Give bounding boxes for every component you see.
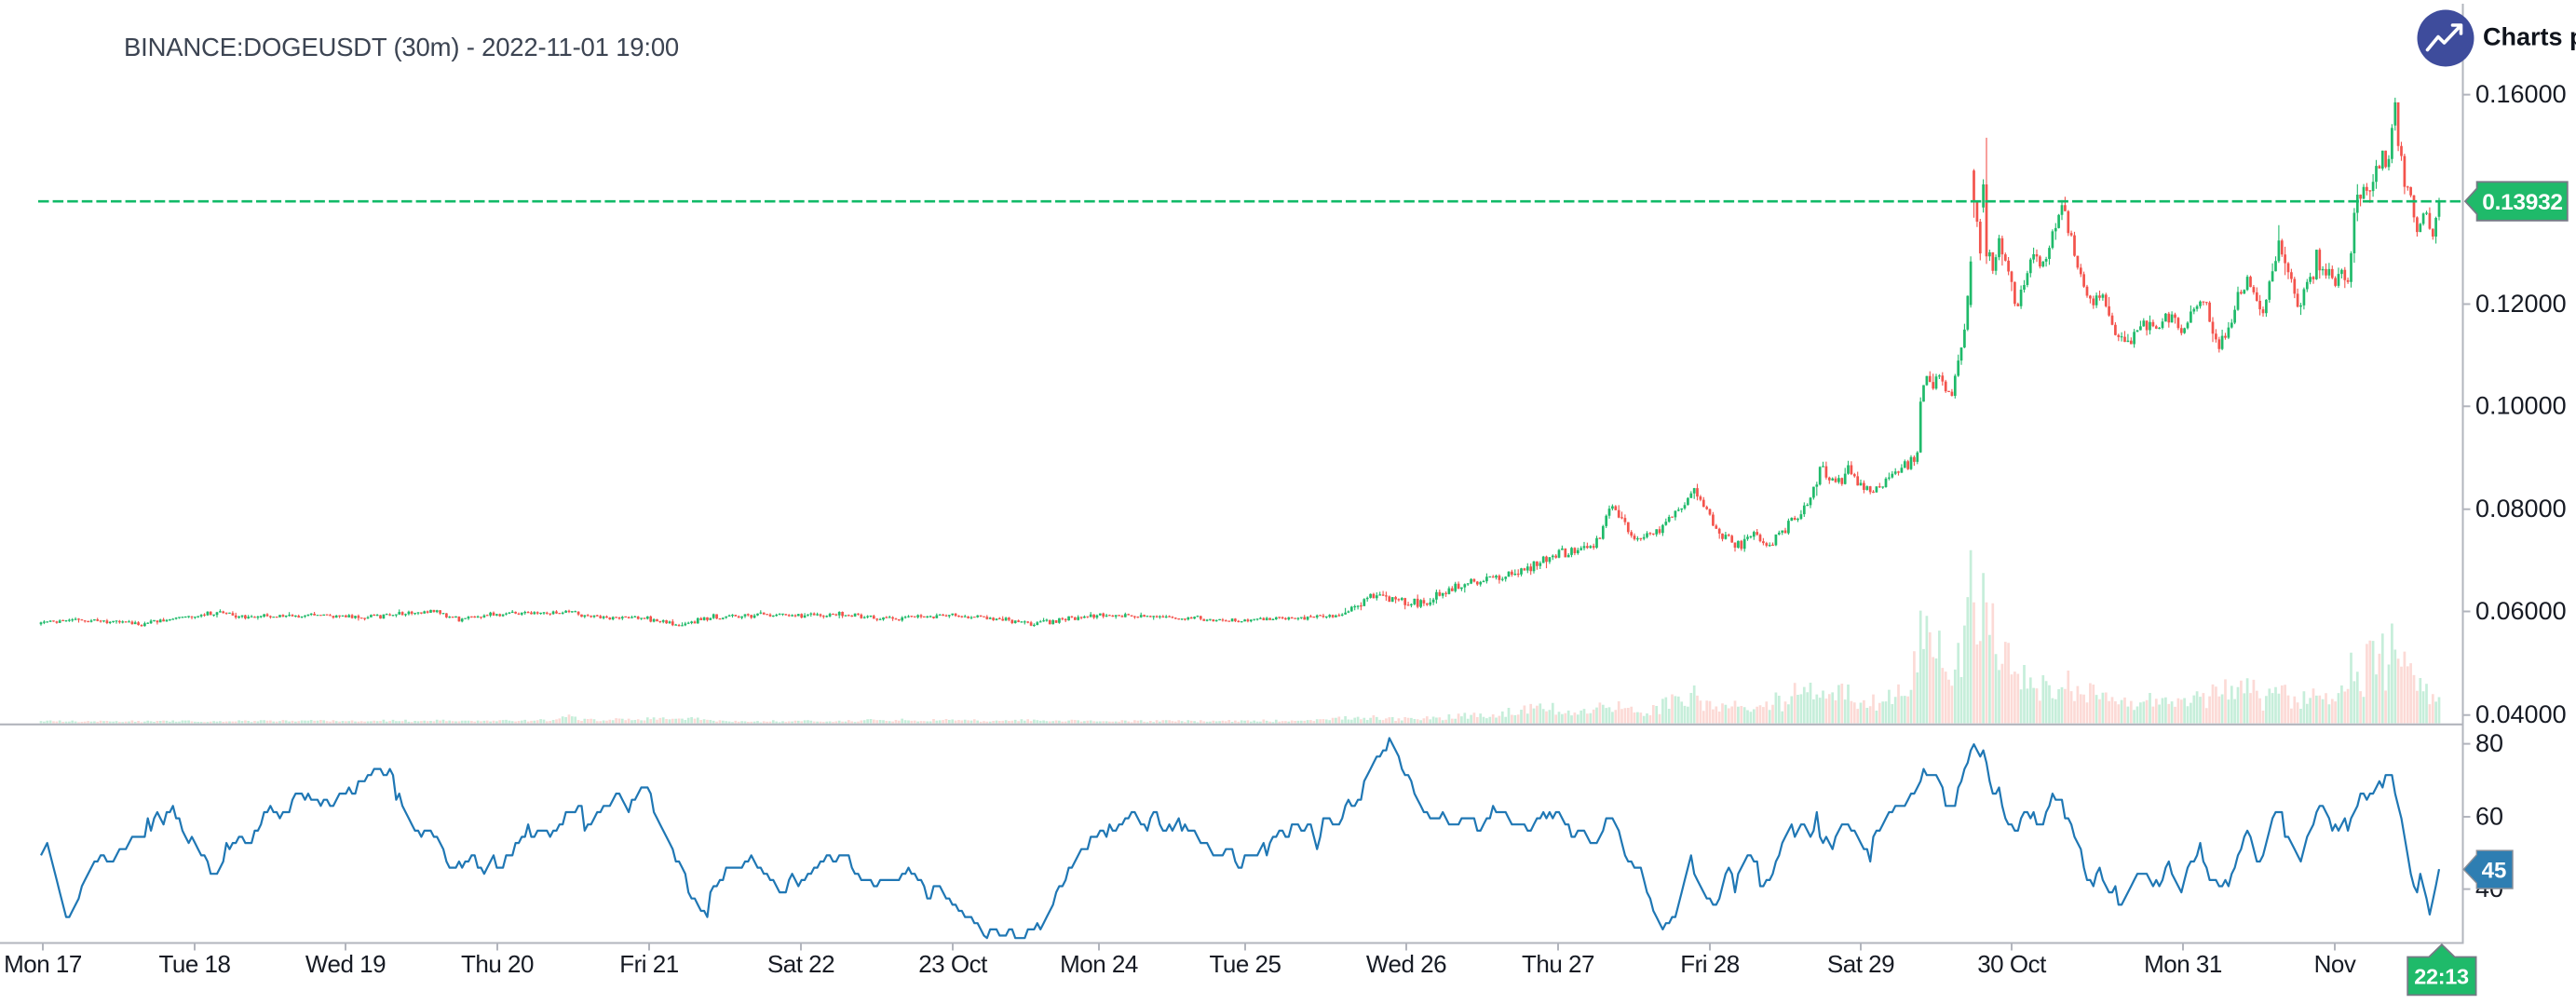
svg-text:Charts pro: Charts pro [2483, 23, 2576, 51]
svg-text:Nov: Nov [2314, 950, 2356, 978]
svg-text:Tue 25: Tue 25 [1210, 950, 1281, 978]
svg-text:0.04000: 0.04000 [2475, 700, 2567, 728]
svg-text:Thu 20: Thu 20 [461, 950, 534, 978]
svg-text:30 Oct: 30 Oct [1977, 950, 2047, 978]
svg-text:23 Oct: 23 Oct [918, 950, 988, 978]
svg-text:22:13: 22:13 [2414, 965, 2469, 989]
svg-text:Mon 31: Mon 31 [2144, 950, 2222, 978]
svg-text:Tue 18: Tue 18 [159, 950, 231, 978]
svg-text:0.08000: 0.08000 [2475, 495, 2567, 522]
svg-text:Wed 19: Wed 19 [305, 950, 386, 978]
svg-text:0.13932: 0.13932 [2482, 190, 2562, 215]
svg-text:Wed 26: Wed 26 [1366, 950, 1446, 978]
svg-text:45: 45 [2482, 859, 2507, 884]
svg-text:Sat 22: Sat 22 [767, 950, 834, 978]
svg-text:Sat 29: Sat 29 [1827, 950, 1894, 978]
svg-text:Fri 28: Fri 28 [1680, 950, 1740, 978]
svg-text:Thu 27: Thu 27 [1522, 950, 1594, 978]
svg-text:80: 80 [2475, 729, 2503, 757]
svg-text:0.10000: 0.10000 [2475, 392, 2567, 420]
svg-text:0.16000: 0.16000 [2475, 80, 2567, 108]
svg-text:Mon 24: Mon 24 [1060, 950, 1138, 978]
svg-text:BINANCE:DOGEUSDT (30m) - 2022-: BINANCE:DOGEUSDT (30m) - 2022-11-01 19:0… [124, 33, 679, 61]
svg-text:0.06000: 0.06000 [2475, 597, 2567, 625]
svg-text:60: 60 [2475, 802, 2503, 830]
svg-text:Fri 21: Fri 21 [619, 950, 679, 978]
svg-text:Mon 17: Mon 17 [4, 950, 82, 978]
svg-text:0.12000: 0.12000 [2475, 290, 2567, 318]
